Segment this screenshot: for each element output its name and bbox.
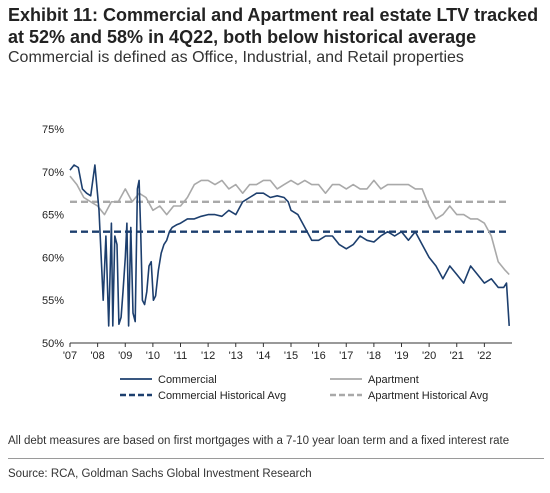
y-tick-label: 75% <box>42 124 64 136</box>
x-tick-label: '12 <box>201 350 215 362</box>
divider <box>8 458 544 459</box>
legend-label: Apartment Historical Avg <box>368 390 488 402</box>
series-layer <box>69 164 510 327</box>
x-tick-label: '20 <box>422 350 436 362</box>
legend-label: Apartment <box>368 374 419 386</box>
x-tick-label: '18 <box>367 350 381 362</box>
x-tick-label: '16 <box>311 350 325 362</box>
x-tick-label: '21 <box>450 350 464 362</box>
legend-label: Commercial Historical Avg <box>158 390 286 402</box>
line-chart: 75% 70% 65% 60% 55% 50%'07 '08 '09 '10 '11 '12 '13 '… <box>42 124 512 402</box>
chart-title: Exhibit 11: Commercial and Apartment rea… <box>8 5 539 47</box>
x-tick-label: '22 <box>477 350 491 362</box>
y-tick-label: 60% <box>42 252 64 264</box>
x-tick-label: '10 <box>146 350 160 362</box>
series-line-apartment <box>69 175 510 276</box>
source-note: Source: RCA, Goldman Sachs Global Invest… <box>8 468 312 480</box>
chart-subtitle: Commercial is defined as Office, Industr… <box>8 49 464 66</box>
y-tick-label: 65% <box>42 210 64 222</box>
legend-label: Commercial <box>158 374 217 386</box>
x-tick-label: '14 <box>256 350 270 362</box>
x-tick-label: '08 <box>90 350 104 362</box>
footnote: All debt measures are based on first mor… <box>8 435 510 447</box>
y-tick-label: 50% <box>42 338 64 350</box>
x-tick-label: '13 <box>229 350 243 362</box>
x-tick-label: '09 <box>118 350 132 362</box>
x-tick-label: '11 <box>174 350 188 362</box>
x-tick-label: '15 <box>284 350 298 362</box>
y-tick-label: 55% <box>42 295 64 307</box>
series-line-commercial <box>69 164 510 327</box>
x-tick-label: '17 <box>339 350 353 362</box>
x-tick-label: '19 <box>394 350 408 362</box>
axes: 75% 70% 65% 60% 55% 50%'07 '08 '09 '10 '11 '12 '13 '… <box>42 124 512 362</box>
y-tick-label: 70% <box>42 167 64 179</box>
x-tick-label: '07 <box>63 350 77 362</box>
legend: Commercial Apartment Commercial Historical… <box>120 374 488 402</box>
